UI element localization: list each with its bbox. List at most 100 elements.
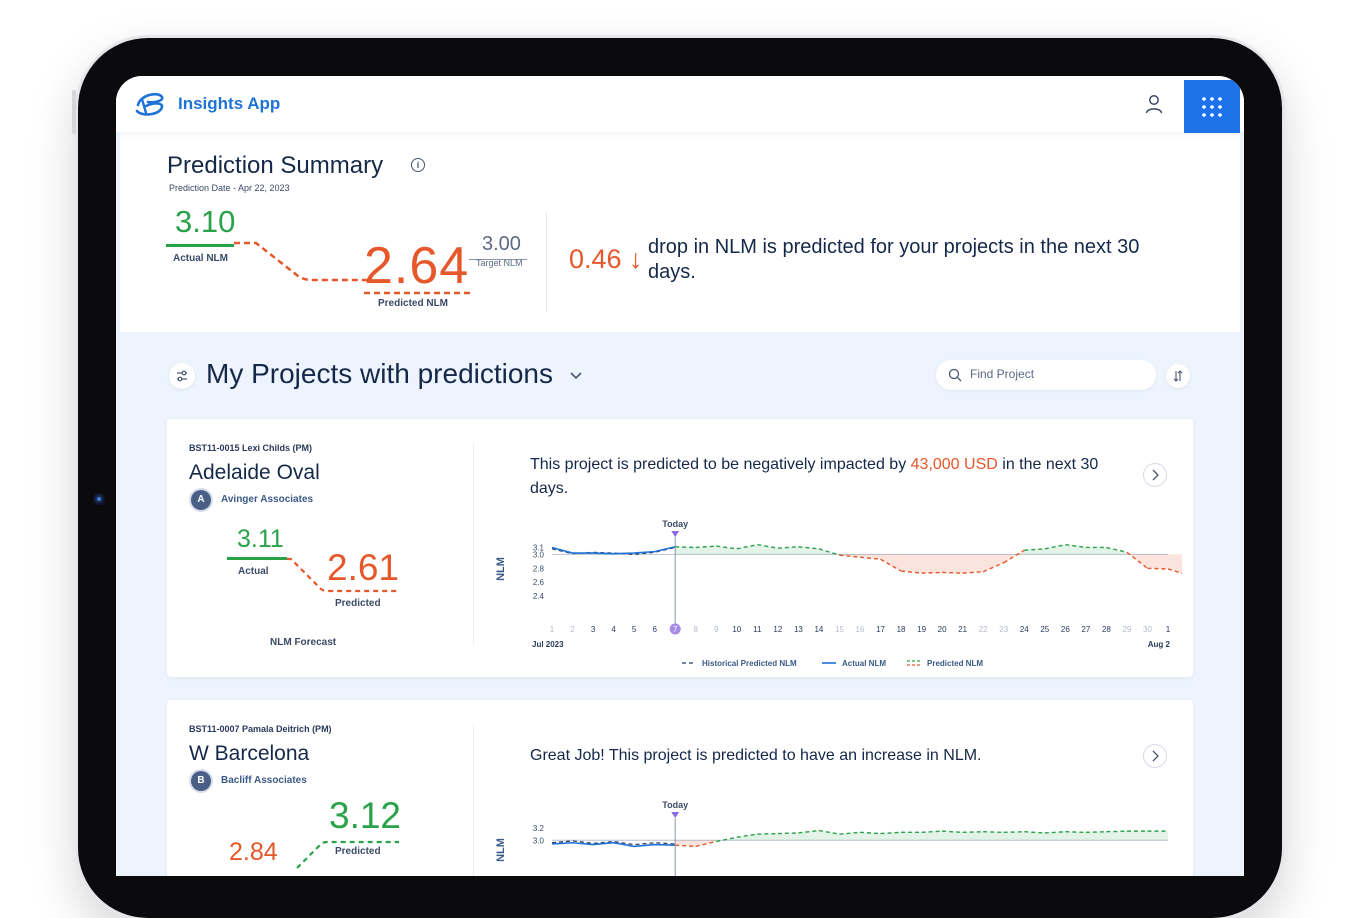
target-nlm-value: 3.00 [482,233,521,255]
chevron-right-icon [1152,469,1159,481]
project-card[interactable]: BST11-0015 Lexi Childs (PM) Adelaide Ova… [167,419,1193,677]
prediction-area-segment [675,840,696,847]
prediction-area-segment [1085,831,1107,841]
prediction-area-segment [942,554,963,574]
x-end-label: Aug 2 [1148,640,1171,649]
chevron-down-icon [570,372,582,379]
prediction-area-segment [901,554,922,574]
x-tick-label: 27 [1081,625,1090,634]
predicted-nlm-segment [1024,548,1045,551]
predicted-nlm-segment [798,546,820,550]
prediction-area-segment [860,832,881,841]
x-tick-label: 24 [1020,625,1029,634]
prediction-area-segment [736,544,758,555]
predicted-nlm-segment [1003,831,1025,834]
x-tick-label: 7 [673,625,678,634]
legend-label: Historical Predicted NLM [702,659,797,668]
message-text-tail: in the next 30 days. [530,456,1099,497]
prediction-area-segment [1044,544,1066,555]
top-bar: Insights App [116,76,1244,133]
card-predicted-label: Predicted [335,846,381,857]
predicted-nlm-segment [1147,567,1169,570]
actual-nlm-bar [166,244,234,247]
x-tick-label: 21 [958,625,967,634]
prediction-area-segment [942,831,963,841]
y-tick-label: 3.1 [533,543,545,552]
prediction-area-segment [1085,547,1107,555]
y-tick-label: 3.0 [533,836,545,845]
actual-nlm-line [551,545,676,555]
y-tick-label: 3.0 [533,550,545,559]
search-input[interactable] [970,367,1140,381]
predicted-nlm-segment [798,829,820,834]
prediction-area-segment [1106,547,1127,555]
x-tick-label: 15 [835,625,844,634]
predicted-nlm-segment [716,545,737,550]
summary-divider [546,212,547,312]
prediction-area-segment [839,832,860,841]
app-screen: Insights App Prediction Summary i Predic… [116,76,1244,876]
sort-button[interactable] [1166,364,1190,388]
project-card[interactable]: BST11-0007 Pamala Deitrich (PM) W Barcel… [167,700,1193,876]
message-text: This project is predicted to be negative… [530,456,911,473]
card-predicted-value: 3.12 [329,795,402,836]
x-tick-label: 11 [753,625,762,634]
prediction-area-segment [901,832,922,841]
app-title: Insights App [178,94,281,113]
today-tick-dot [669,623,681,635]
target-nlm-label: Target NLM [476,258,523,268]
apps-menu-button[interactable] [1184,80,1240,133]
prediction-area-segment [962,554,984,574]
prediction-summary-panel: Prediction Summary i Prediction Date - A… [120,132,1240,332]
impact-amount: 43,000 USD [910,456,998,473]
predicted-nlm-segment [942,830,963,834]
filter-button[interactable] [169,363,195,389]
prediction-area-segment [1044,831,1066,841]
x-tick-label: 22 [979,625,988,634]
open-project-button[interactable] [1143,744,1167,768]
x-tick-label: 8 [694,625,699,634]
x-tick-label: 12 [773,625,782,634]
predicted-nlm-segment [675,546,696,549]
nlm-drop-message: drop in NLM is predicted for your projec… [648,236,1140,283]
project-code-pm: BST11-0007 Pamala Deitrich (PM) [189,724,332,734]
prediction-area-segment [1065,831,1086,841]
predicted-nlm-segment [818,829,840,835]
actual-nlm-line [551,841,676,848]
prediction-area-segment [1126,831,1148,841]
predicted-nlm-segment [757,544,778,549]
x-tick-label: 1 [1166,625,1171,634]
prediction-area-segment [675,546,696,555]
today-label: Today [662,800,688,810]
x-tick-label: 20 [938,625,947,634]
card-actual-value: 3.11 [237,525,284,553]
card-actual-label: Actual [238,566,269,577]
nlm-drop-value: 0.46 ↓ [569,244,643,274]
nlm-forecast-label: NLM Forecast [270,637,337,648]
nlm-forecast-chart: NLM3.23.0Today12345678910111213141516171… [495,800,1168,876]
prediction-area-segment [1147,831,1168,841]
predicted-nlm-segment [1044,831,1066,834]
y-tick-label: 2.6 [533,578,545,587]
predicted-nlm-segment [880,558,902,572]
card-predicted-value: 2.61 [327,547,400,588]
target-nlm-bar [469,259,527,260]
projects-title-dropdown[interactable]: My Projects with predictions [206,358,583,390]
predicted-nlm-segment [859,831,881,835]
prediction-area-segment [798,830,819,841]
card-actual-bar [227,557,287,560]
prediction-area-segment [1003,550,1025,563]
predicted-nlm-value: 2.64 [364,237,470,295]
predicted-nlm-segment [859,556,881,560]
open-project-button[interactable] [1143,463,1167,487]
x-tick-label: 10 [732,625,741,634]
actual-nlm-value: 3.10 [175,204,236,239]
predicted-nlm-segment [839,831,861,835]
predicted-nlm-segment [777,832,799,835]
info-icon[interactable]: i [411,158,425,172]
user-icon[interactable] [1142,92,1166,116]
today-marker [671,812,680,818]
prediction-area-segment [1024,831,1045,841]
projects-title: My Projects with predictions [206,358,554,389]
predicted-nlm-segment [675,844,696,848]
